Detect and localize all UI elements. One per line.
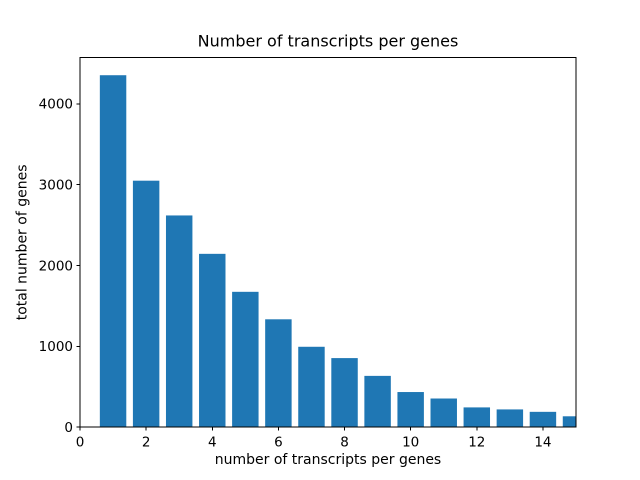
bar — [562, 416, 576, 428]
bar — [331, 358, 358, 428]
bar — [463, 407, 491, 428]
y-tick-label: 3000 — [39, 178, 73, 194]
bars-group — [99, 75, 576, 428]
chart-title: Number of transcripts per genes — [198, 32, 459, 51]
bar — [165, 215, 193, 428]
x-tick-label: 2 — [142, 435, 151, 451]
bar — [265, 319, 292, 428]
x-tick-label: 12 — [468, 435, 485, 451]
x-axis-label: number of transcripts per genes — [215, 452, 441, 468]
bar — [99, 75, 127, 428]
y-tick-label: 1000 — [39, 339, 73, 355]
bar — [132, 180, 160, 428]
bar — [397, 392, 424, 428]
bar — [298, 346, 325, 428]
x-tick-label: 10 — [402, 435, 419, 451]
x-tick-label: 0 — [76, 435, 85, 451]
x-tick-label: 6 — [274, 435, 283, 451]
y-axis-ticks: 0 1000 2000 3000 4000 — [39, 97, 80, 436]
y-tick-label: 2000 — [39, 258, 73, 274]
bar — [232, 291, 259, 428]
bar — [430, 398, 457, 428]
y-tick-label: 4000 — [39, 97, 73, 113]
x-tick-label: 4 — [208, 435, 217, 451]
bar — [529, 411, 557, 428]
x-tick-label: 8 — [340, 435, 349, 451]
plot-frame — [79, 57, 577, 428]
x-axis-ticks: 0 2 4 6 8 10 12 14 — [76, 427, 552, 451]
y-tick-label: 0 — [64, 420, 73, 436]
y-axis-label: total number of genes — [15, 165, 31, 321]
bar — [199, 253, 226, 428]
x-tick-label: 14 — [534, 435, 551, 451]
bar — [496, 409, 524, 428]
bar — [364, 375, 391, 428]
